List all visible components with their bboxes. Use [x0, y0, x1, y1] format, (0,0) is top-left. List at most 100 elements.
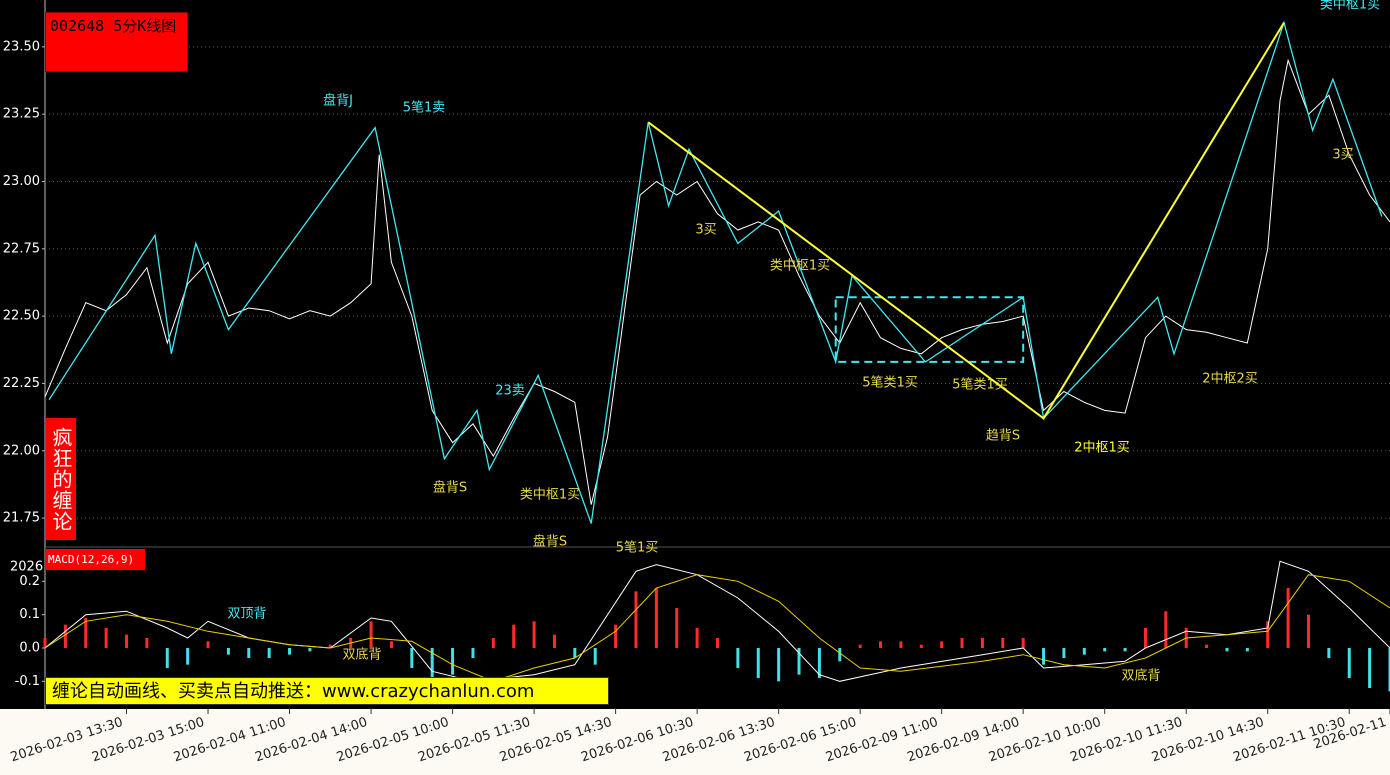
macd-line — [44, 560, 1390, 682]
macd-bar — [1388, 648, 1390, 692]
annotation: 趋背S — [986, 429, 1020, 444]
macd-bar — [145, 638, 149, 648]
annotation: 盘背J — [323, 93, 353, 109]
macd-bar — [430, 648, 434, 678]
annotation: 5笔1卖 — [403, 100, 446, 116]
macd-bar — [165, 648, 169, 668]
macd-title: MACD(12,26,9) — [45, 549, 145, 570]
stroke-line — [48, 20, 1383, 524]
macd-bar — [960, 638, 964, 648]
macd-bar — [1001, 638, 1005, 648]
annotation: 类中枢1买 — [770, 259, 830, 274]
macd-bar — [1082, 648, 1086, 655]
annotation: 5笔类1买 — [952, 377, 1008, 393]
macd-bar — [1123, 648, 1127, 652]
macd-bar — [1245, 648, 1249, 652]
macd-bar — [247, 648, 251, 658]
macd-bar — [858, 644, 862, 648]
annotation: 盘背S — [433, 480, 467, 496]
macd-bar — [206, 641, 210, 648]
macd-line — [44, 574, 1390, 682]
corner-text: 2026 — [10, 560, 43, 575]
macd-bar — [1368, 648, 1372, 688]
macd-bar — [1286, 588, 1290, 648]
macd-bar — [1103, 648, 1107, 652]
macd-bar — [1266, 621, 1270, 648]
macd-bar — [838, 648, 842, 662]
annotation: 2中枢2买 — [1202, 372, 1258, 387]
macd-bar — [1164, 611, 1168, 648]
macd-bar — [1042, 648, 1046, 665]
macd-bar — [817, 648, 821, 678]
macd-bar — [716, 638, 719, 648]
side-label: 疯狂的缠论 — [46, 418, 76, 540]
annotation: 23卖 — [495, 384, 525, 399]
macd-bar — [593, 648, 597, 665]
macd-bar — [288, 648, 292, 655]
macd-bar — [410, 648, 414, 668]
y-tick-label: 21.75 — [3, 511, 40, 526]
annotation: 类中枢1买 — [1320, 0, 1380, 13]
y-tick-label: -0.1 — [15, 674, 40, 689]
annotation: 3买 — [695, 223, 716, 238]
annotation: 类中枢1买 — [520, 488, 580, 503]
annotation: 盘背S — [533, 534, 567, 550]
macd-bar — [104, 628, 108, 648]
y-tick-label: 23.00 — [3, 174, 40, 189]
macd-bar — [512, 624, 516, 648]
macd-bar — [267, 648, 271, 658]
x-axis-area — [0, 709, 1390, 775]
macd-bar — [1143, 628, 1147, 648]
macd-bar — [675, 608, 679, 648]
annotation: 双底背 — [1121, 668, 1160, 684]
macd-bar — [1327, 648, 1331, 658]
macd-bar — [777, 648, 781, 682]
banner: 缠论自动画线、买卖点自动推送：www.crazychanlun.com — [45, 677, 609, 705]
macd-bar — [1021, 638, 1025, 648]
annotation: 3买 — [1332, 148, 1353, 163]
macd-bar — [614, 624, 618, 648]
macd-bar — [654, 588, 658, 648]
macd-bar — [940, 641, 944, 648]
macd-bar — [1347, 648, 1351, 678]
macd-bar — [899, 641, 903, 648]
zone-box — [834, 296, 1025, 363]
macd-bar — [919, 644, 923, 648]
annotation: 双顶背 — [227, 607, 266, 622]
annotation: 5笔1买 — [616, 540, 659, 556]
macd-bar — [552, 634, 556, 648]
macd-bar — [63, 624, 67, 648]
macd-bar — [308, 648, 312, 652]
y-tick-label: 22.75 — [3, 241, 40, 256]
macd-bar — [1306, 614, 1310, 648]
annotation: 2中枢1买 — [1074, 441, 1130, 456]
y-tick-label: 22.50 — [3, 309, 40, 324]
macd-bar — [125, 634, 129, 648]
macd-bar — [186, 648, 190, 665]
macd-bar — [491, 638, 495, 648]
y-tick-label: 23.25 — [3, 107, 40, 122]
macd-bar — [84, 618, 88, 648]
y-tick-label: 0.0 — [19, 641, 40, 656]
macd-bar — [797, 648, 801, 675]
macd-bar — [756, 648, 760, 678]
macd-bar — [471, 648, 475, 658]
macd-bar — [369, 621, 373, 648]
macd-bar — [1205, 644, 1209, 648]
macd-bar — [451, 648, 455, 675]
macd-bar — [573, 648, 577, 658]
macd-bar — [43, 638, 47, 648]
y-tick-label: 23.50 — [3, 39, 40, 54]
macd-bar — [1062, 648, 1066, 658]
y-tick-label: 0.1 — [19, 607, 40, 622]
annotation: 5笔类1买 — [862, 375, 918, 391]
y-tick-label: 22.25 — [3, 376, 40, 391]
stroke-line — [647, 22, 1285, 420]
macd-bar — [695, 628, 699, 648]
macd-bar — [389, 641, 393, 648]
y-tick-label: 0.2 — [19, 574, 40, 589]
macd-bar — [634, 591, 638, 648]
y-tick-label: 22.00 — [3, 443, 40, 458]
